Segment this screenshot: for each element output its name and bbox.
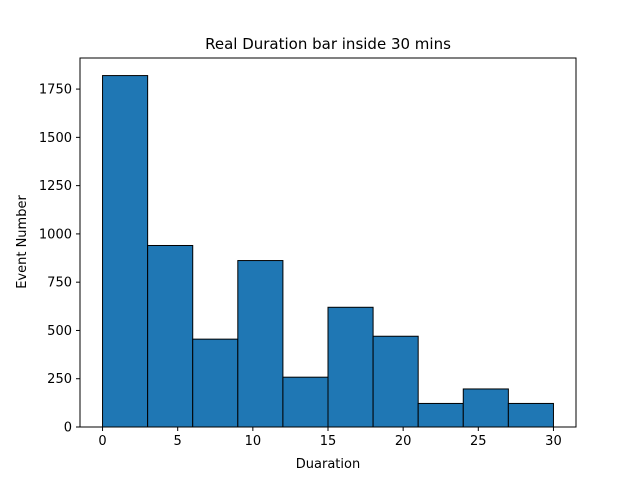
y-tick-label: 1000 (39, 227, 72, 242)
x-tick-label: 25 (470, 434, 487, 449)
histogram-bar (462, 388, 509, 428)
y-tick-label: 1250 (39, 179, 72, 194)
histogram-bar (372, 335, 419, 428)
x-tick-label: 5 (174, 434, 182, 449)
bars-group (102, 75, 554, 428)
histogram-bar (147, 244, 194, 428)
histogram-bar (327, 306, 374, 428)
histogram-bar (192, 338, 239, 428)
y-axis-label: Event Number (15, 195, 30, 289)
y-tick-label: 1500 (39, 131, 72, 146)
x-tick-label: 15 (320, 434, 337, 449)
y-tick-label: 0 (64, 421, 72, 436)
histogram-bar (282, 376, 329, 428)
x-tick-label: 20 (395, 434, 412, 449)
x-tick-label: 10 (245, 434, 262, 449)
y-tick-label: 500 (47, 324, 72, 339)
y-tick-label: 250 (47, 372, 72, 387)
histogram-bar (102, 75, 149, 428)
y-axis-ticks: 0 250 500 750 1000 1250 1500 1750 (39, 83, 80, 436)
x-axis-ticks: 0 5 10 15 20 25 30 (98, 427, 562, 449)
y-tick-label: 750 (47, 276, 72, 291)
x-axis-label: Duaration (296, 457, 360, 472)
y-tick-label: 1750 (39, 83, 72, 98)
histogram-bar (237, 260, 284, 428)
x-tick-label: 0 (98, 434, 106, 449)
x-tick-label: 30 (545, 434, 562, 449)
chart-title: Real Duration bar inside 30 mins (205, 35, 451, 53)
histogram-bar (507, 402, 554, 428)
histogram-bar (417, 402, 464, 428)
